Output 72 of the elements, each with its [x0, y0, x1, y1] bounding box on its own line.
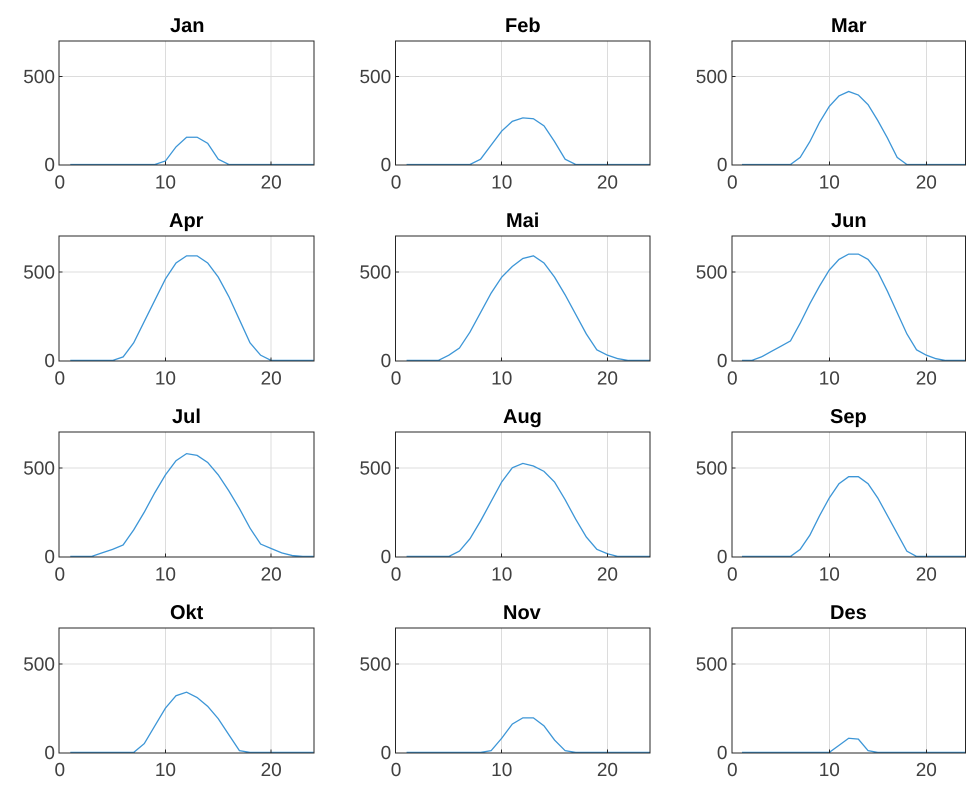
y-tick-label: 500 — [359, 262, 392, 284]
y-tick-label: 500 — [23, 654, 55, 676]
y-tick-label: 500 — [23, 458, 55, 480]
y-tick-label: 500 — [696, 654, 728, 676]
chart-title: Feb — [505, 15, 541, 37]
line-series — [70, 136, 314, 164]
x-tick-label: 10 — [154, 564, 176, 586]
x-tick-label: 10 — [491, 760, 512, 782]
y-tick-label: 500 — [359, 654, 392, 676]
y-tick-label: 0 — [44, 743, 55, 764]
x-tick-label: 20 — [916, 368, 937, 390]
x-tick-label: 20 — [596, 760, 618, 782]
y-tick-label: 500 — [359, 458, 392, 480]
chart-title: Okt — [170, 602, 204, 624]
y-tick-label: 500 — [696, 458, 728, 480]
chart-title: Nov — [503, 602, 542, 624]
x-tick-label: 10 — [818, 760, 840, 782]
chart-title: Jul — [172, 406, 201, 428]
line-series — [406, 717, 650, 752]
line-series — [406, 117, 650, 164]
y-tick-label: 0 — [716, 743, 728, 764]
y-tick-label: 0 — [716, 351, 728, 372]
y-tick-label: 0 — [380, 547, 392, 568]
line-series — [741, 90, 966, 164]
x-tick-label: 20 — [596, 564, 618, 586]
x-tick-label: 10 — [154, 172, 176, 194]
chart-title: Mar — [831, 15, 867, 37]
line-series — [741, 253, 966, 360]
x-tick-label: 20 — [916, 564, 937, 586]
x-tick-label: 20 — [916, 760, 937, 782]
chart-title: Jun — [831, 210, 867, 232]
line-series — [70, 255, 314, 360]
line-series — [741, 476, 966, 556]
line-series — [406, 462, 650, 556]
line-series — [70, 692, 314, 752]
y-tick-label: 0 — [44, 547, 55, 568]
x-tick-label: 10 — [154, 760, 176, 782]
y-tick-label: 0 — [380, 351, 392, 372]
y-tick-label: 0 — [380, 155, 392, 176]
y-tick-label: 500 — [359, 67, 392, 88]
x-tick-label: 10 — [818, 172, 840, 194]
x-tick-label: 10 — [491, 172, 512, 194]
x-tick-label: 10 — [818, 368, 840, 390]
x-tick-label: 20 — [260, 760, 282, 782]
chart-title: Apr — [169, 210, 204, 232]
x-tick-label: 20 — [916, 172, 937, 194]
x-tick-label: 20 — [260, 172, 282, 194]
y-tick-label: 0 — [716, 155, 728, 176]
y-tick-label: 500 — [23, 67, 55, 88]
x-tick-label: 20 — [596, 368, 618, 390]
x-tick-label: 10 — [818, 564, 840, 586]
line-series — [406, 255, 650, 360]
chart-title: Sep — [830, 406, 867, 428]
x-tick-label: 10 — [491, 564, 512, 586]
chart-title: Aug — [503, 406, 542, 428]
y-tick-label: 0 — [380, 743, 392, 764]
y-tick-label: 500 — [696, 262, 728, 284]
chart-title: Mai — [506, 210, 540, 232]
chart-title: Des — [830, 602, 867, 624]
line-series — [741, 738, 966, 752]
y-tick-label: 0 — [44, 155, 55, 176]
x-tick-label: 10 — [154, 368, 176, 390]
y-tick-label: 0 — [44, 351, 55, 372]
x-tick-label: 20 — [260, 564, 282, 586]
line-series — [70, 452, 314, 556]
y-tick-label: 500 — [696, 67, 728, 88]
chart-title: Jan — [170, 15, 204, 37]
x-tick-label: 10 — [491, 368, 512, 390]
y-tick-label: 500 — [23, 262, 55, 284]
y-tick-label: 0 — [716, 547, 728, 568]
x-tick-label: 20 — [260, 368, 282, 390]
x-tick-label: 20 — [596, 172, 618, 194]
